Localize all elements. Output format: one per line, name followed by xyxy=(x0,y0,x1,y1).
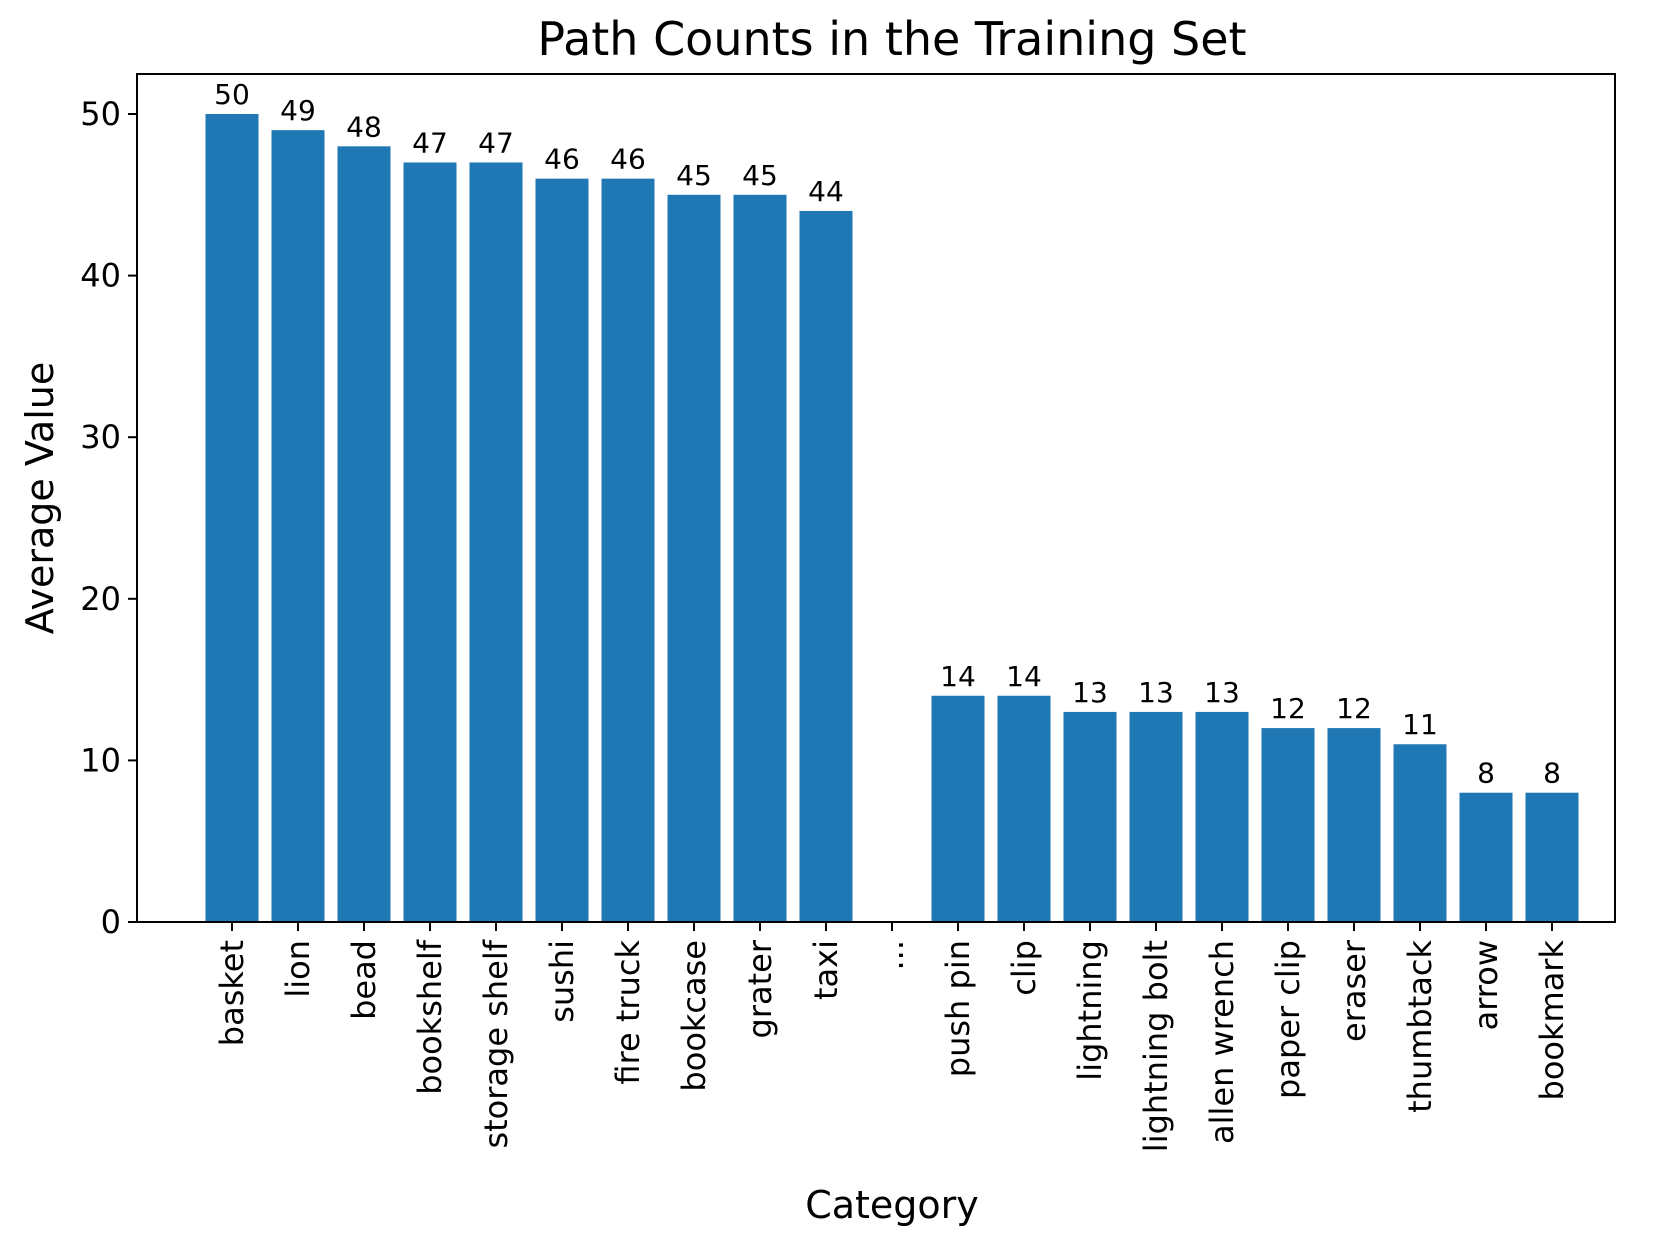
data-label: 47 xyxy=(478,126,514,159)
x-tick-label: thumbtack xyxy=(1401,940,1439,1113)
data-label: 50 xyxy=(214,78,250,111)
data-label: 13 xyxy=(1072,676,1108,709)
x-tick-label: arrow xyxy=(1467,940,1505,1030)
data-label: 14 xyxy=(1006,660,1042,693)
x-tick-label: bead xyxy=(345,940,383,1020)
x-tick-label: bookmark xyxy=(1533,940,1571,1101)
data-label: 11 xyxy=(1402,708,1438,741)
y-tick-label: 50 xyxy=(80,95,121,133)
x-tick-label: ... xyxy=(873,940,911,971)
data-label: 46 xyxy=(610,143,646,176)
x-tick-label: clip xyxy=(1005,940,1043,996)
data-label: 49 xyxy=(280,94,316,127)
data-label: 13 xyxy=(1204,676,1240,709)
bar-basket xyxy=(205,114,259,922)
bar-storage-shelf xyxy=(469,162,523,923)
data-label: 14 xyxy=(940,660,976,693)
x-tick-label: basket xyxy=(213,940,251,1046)
bar-push-pin xyxy=(931,695,985,922)
x-tick-label: bookshelf xyxy=(411,939,449,1095)
bar-lion xyxy=(271,130,325,922)
y-axis-label: Average Value xyxy=(18,362,62,634)
bar-lightning xyxy=(1063,711,1117,922)
x-tick-label: fire truck xyxy=(609,940,647,1085)
x-tick-label: storage shelf xyxy=(477,939,515,1148)
x-tick-label: lightning bolt xyxy=(1137,940,1175,1152)
bar-clip xyxy=(997,695,1051,922)
y-tick-label: 40 xyxy=(80,257,121,295)
bar-grater xyxy=(733,194,787,923)
bar-thumbtack xyxy=(1393,744,1447,922)
x-tick-label: push pin xyxy=(939,940,977,1077)
bar-bead xyxy=(337,146,391,922)
bar-bookcase xyxy=(667,194,721,923)
data-label: 45 xyxy=(742,159,778,192)
data-label: 45 xyxy=(676,159,712,192)
data-label: 48 xyxy=(346,110,382,143)
y-axis-ticks: 0 10 20 30 40 50 xyxy=(80,95,137,941)
bar-bookshelf xyxy=(403,162,457,923)
x-tick-label: taxi xyxy=(807,940,845,1000)
x-axis-ticks: basket lion bead bookshelf storage shelf sush… xyxy=(213,922,1571,1152)
bar-fire-truck xyxy=(601,178,655,922)
x-axis-label: Category xyxy=(805,1183,979,1227)
bar-allen-wrench xyxy=(1195,711,1249,922)
data-label: 12 xyxy=(1336,692,1372,725)
data-label: 44 xyxy=(808,175,844,208)
bars-group xyxy=(205,114,1579,923)
chart-title: Path Counts in the Training Set xyxy=(537,12,1246,66)
bar-bookmark xyxy=(1525,792,1579,922)
data-label: 46 xyxy=(544,143,580,176)
data-label: 47 xyxy=(412,126,448,159)
y-tick-label: 20 xyxy=(80,580,121,618)
bar-arrow xyxy=(1459,792,1513,922)
bar-eraser xyxy=(1327,728,1381,922)
y-tick-label: 10 xyxy=(80,741,121,779)
x-tick-label: grater xyxy=(741,939,779,1038)
x-tick-label: paper clip xyxy=(1269,940,1307,1099)
bar-lightning-bolt xyxy=(1129,711,1183,922)
y-tick-label: 30 xyxy=(80,418,121,456)
x-tick-label: bookcase xyxy=(675,940,713,1092)
x-tick-label: lightning xyxy=(1071,940,1109,1081)
data-label: 13 xyxy=(1138,676,1174,709)
data-labels-group: 50 49 48 47 47 46 46 45 45 44 14 14 13 13 13 12 12 11 8 8 xyxy=(214,78,1561,790)
bar-paper-clip xyxy=(1261,728,1315,922)
x-tick-label: allen wrench xyxy=(1203,940,1241,1144)
plot-frame xyxy=(136,73,1616,923)
data-label: 12 xyxy=(1270,692,1306,725)
x-tick-label: lion xyxy=(279,940,317,998)
bar-sushi xyxy=(535,178,589,922)
x-tick-label: eraser xyxy=(1335,939,1373,1042)
x-tick-label: sushi xyxy=(543,940,581,1023)
bar-taxi xyxy=(799,210,853,922)
data-label: 8 xyxy=(1543,757,1561,790)
y-tick-label: 0 xyxy=(101,903,121,941)
data-label: 8 xyxy=(1477,757,1495,790)
